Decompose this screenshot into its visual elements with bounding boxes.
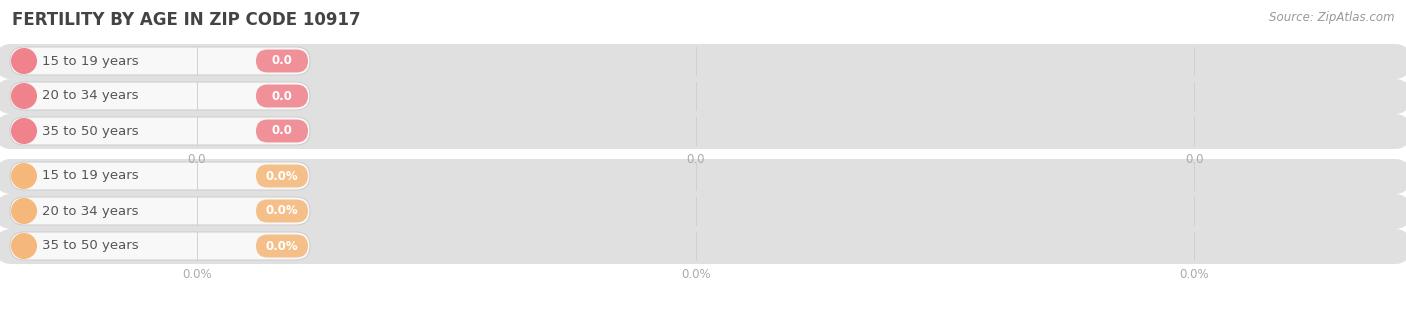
Circle shape — [11, 234, 37, 258]
Circle shape — [11, 84, 37, 108]
Text: 20 to 34 years: 20 to 34 years — [42, 205, 139, 217]
Circle shape — [11, 164, 37, 188]
Text: 0.0%: 0.0% — [266, 240, 298, 253]
Text: 15 to 19 years: 15 to 19 years — [42, 169, 139, 182]
FancyBboxPatch shape — [10, 197, 309, 225]
FancyBboxPatch shape — [10, 162, 309, 190]
Text: 0.0: 0.0 — [188, 153, 207, 166]
FancyBboxPatch shape — [256, 84, 308, 108]
FancyBboxPatch shape — [256, 200, 308, 222]
Text: 35 to 50 years: 35 to 50 years — [42, 240, 139, 253]
FancyBboxPatch shape — [10, 82, 309, 110]
Text: 0.0: 0.0 — [686, 153, 704, 166]
FancyBboxPatch shape — [256, 50, 308, 72]
FancyBboxPatch shape — [10, 117, 309, 145]
Text: 0.0: 0.0 — [271, 89, 292, 103]
Text: 0.0%: 0.0% — [1180, 268, 1209, 281]
Text: 0.0%: 0.0% — [183, 268, 212, 281]
Text: 0.0%: 0.0% — [266, 205, 298, 217]
FancyBboxPatch shape — [256, 235, 308, 258]
Text: 0.0: 0.0 — [1185, 153, 1204, 166]
Text: 15 to 19 years: 15 to 19 years — [42, 55, 139, 68]
Text: Source: ZipAtlas.com: Source: ZipAtlas.com — [1270, 11, 1395, 24]
Circle shape — [11, 119, 37, 143]
Text: 20 to 34 years: 20 to 34 years — [42, 89, 139, 103]
FancyBboxPatch shape — [10, 232, 309, 260]
Text: 0.0: 0.0 — [271, 55, 292, 68]
FancyBboxPatch shape — [256, 165, 308, 187]
Text: FERTILITY BY AGE IN ZIP CODE 10917: FERTILITY BY AGE IN ZIP CODE 10917 — [13, 11, 360, 29]
Circle shape — [11, 199, 37, 223]
FancyBboxPatch shape — [256, 119, 308, 142]
Text: 0.0: 0.0 — [271, 124, 292, 137]
FancyBboxPatch shape — [10, 47, 309, 75]
Text: 0.0%: 0.0% — [681, 268, 710, 281]
Text: 35 to 50 years: 35 to 50 years — [42, 124, 139, 137]
Text: 0.0%: 0.0% — [266, 169, 298, 182]
Circle shape — [11, 49, 37, 73]
